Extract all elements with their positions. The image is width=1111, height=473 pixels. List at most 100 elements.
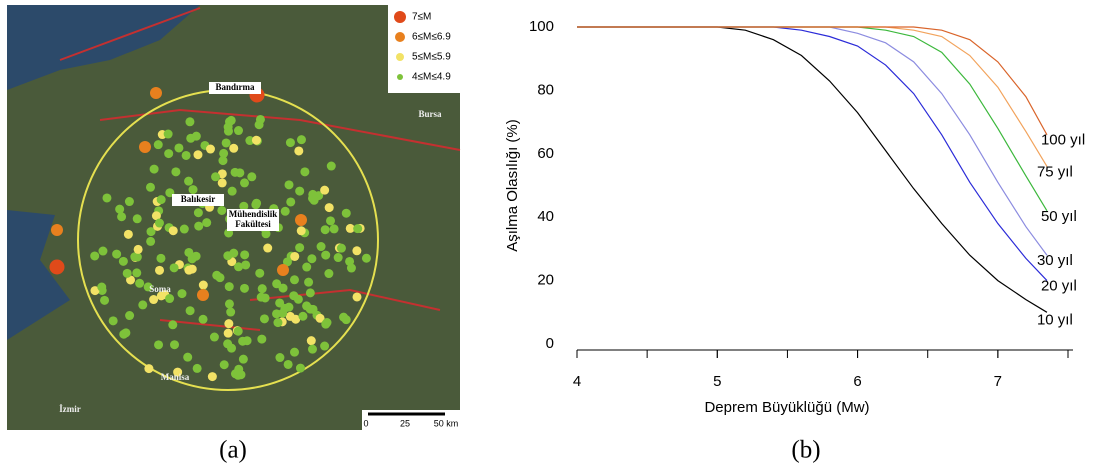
epicenter — [198, 280, 208, 290]
epicenter — [353, 224, 363, 234]
epicenter — [187, 264, 197, 274]
epicenter — [238, 336, 248, 346]
epicenter — [188, 185, 198, 195]
epicenter — [155, 265, 165, 275]
place-label: Fakültesi — [235, 219, 271, 229]
fault-line — [59, 7, 461, 331]
epicenter — [197, 289, 209, 301]
epicenter — [218, 156, 228, 166]
epicenter — [307, 344, 317, 354]
epicenter — [341, 208, 351, 218]
epicenter — [130, 252, 140, 262]
series-label: 20 yıl — [1041, 278, 1077, 295]
epicenter — [122, 268, 132, 278]
legend-marker — [397, 74, 403, 80]
x-tick-label: 6 — [853, 373, 861, 390]
epicenter — [240, 178, 250, 188]
epicenter — [168, 226, 178, 236]
epicenter — [306, 336, 316, 346]
epicenter — [277, 264, 289, 276]
epicenter — [352, 292, 362, 302]
epicenter — [139, 141, 151, 153]
epicenter — [272, 279, 282, 289]
epicenter — [177, 289, 187, 299]
epicenter — [240, 250, 250, 260]
place-box — [209, 82, 261, 94]
series-label: 75 yıl — [1037, 163, 1073, 180]
epicenter — [273, 318, 283, 328]
y-tick-label: 40 — [537, 208, 554, 225]
place-box — [227, 219, 279, 231]
epicenter — [49, 259, 65, 275]
series-label: 10 yıl — [1037, 311, 1073, 328]
epicenter — [247, 172, 257, 182]
epicenter — [230, 369, 240, 379]
epicenter — [333, 253, 343, 263]
epicenter — [320, 185, 330, 195]
place-label: Bursa — [418, 109, 442, 119]
legend-label: 5≤M≤5.9 — [412, 52, 451, 63]
epicenter — [361, 253, 371, 263]
epicenter — [305, 288, 315, 298]
epicenter — [286, 197, 296, 207]
epicenter — [98, 246, 108, 256]
scale-label: 25 — [400, 418, 410, 428]
epicenter — [118, 256, 128, 266]
series-label: 100 yıl — [1041, 132, 1085, 149]
epicenter — [320, 341, 330, 351]
epicenter — [171, 167, 181, 177]
epicenter — [146, 227, 156, 237]
epicenter — [202, 218, 212, 228]
epicenter — [296, 226, 306, 236]
epicenter — [143, 282, 153, 292]
epicenter — [169, 263, 179, 273]
place-box — [172, 194, 224, 206]
caption: (b) — [791, 437, 820, 464]
epicenter — [90, 286, 100, 296]
epicenter — [307, 254, 317, 264]
epicenter — [255, 268, 265, 278]
epicenter — [165, 294, 175, 304]
epicenter — [296, 135, 306, 145]
epicenter — [100, 295, 110, 305]
epicenter — [117, 212, 127, 222]
epicenter — [193, 150, 203, 160]
epicenter — [304, 277, 314, 287]
epicenter — [225, 117, 235, 127]
epicenter — [257, 284, 267, 294]
epicenter — [132, 214, 142, 224]
epicenter — [341, 315, 351, 325]
epicenter — [245, 136, 255, 146]
epicenter — [326, 216, 336, 226]
epicenter — [324, 269, 334, 279]
y-tick-label: 20 — [537, 272, 554, 289]
epicenter — [133, 244, 143, 254]
epicenter — [295, 243, 305, 253]
epicenter — [193, 208, 203, 218]
epicenter — [209, 332, 219, 342]
y-tick-label: 0 — [546, 335, 554, 352]
epicenter — [198, 314, 208, 324]
epicenter — [234, 126, 244, 136]
epicenter — [336, 243, 346, 253]
epicenter — [239, 283, 249, 293]
legend-marker — [396, 53, 404, 61]
epicenter — [305, 304, 315, 314]
epicenter — [293, 294, 303, 304]
epicenter — [125, 311, 135, 321]
epicenter — [239, 201, 249, 211]
epicenter — [108, 316, 118, 326]
epicenter — [224, 282, 234, 292]
epicenter — [261, 229, 271, 239]
epicenter — [219, 360, 229, 370]
x-tick-label: 5 — [713, 373, 721, 390]
epicenter — [229, 143, 239, 153]
epicenter — [153, 140, 163, 150]
epicenter — [146, 236, 156, 246]
epicenter — [224, 319, 234, 329]
epicenter — [151, 211, 161, 221]
series-line — [577, 26, 1048, 256]
epicenter — [154, 218, 164, 228]
epicenter — [285, 138, 295, 148]
